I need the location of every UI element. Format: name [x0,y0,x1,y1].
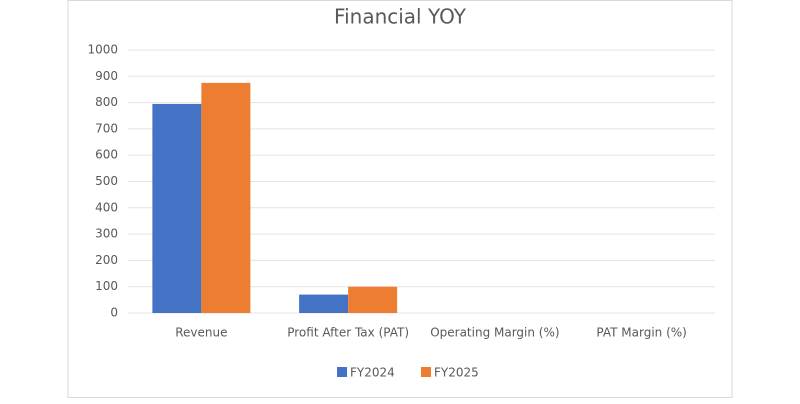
bar [348,286,398,313]
legend-label: FY2025 [434,366,479,380]
legend-label: FY2024 [350,366,395,380]
x-tick-label: Operating Margin (%) [430,326,559,340]
y-tick-label: 100 [95,279,118,293]
x-tick-label: Revenue [175,326,227,340]
y-tick-label: 900 [95,69,118,83]
bar [299,294,349,313]
y-tick-label: 600 [95,148,118,162]
y-tick-label: 300 [95,227,118,241]
legend-swatch [337,367,347,377]
y-tick-label: 0 [110,306,118,320]
y-tick-label: 700 [95,121,118,135]
y-tick-label: 400 [95,200,118,214]
bar [152,103,202,313]
legend-swatch [421,367,431,377]
y-tick-label: 200 [95,253,118,267]
y-tick-label: 1000 [87,43,118,57]
y-tick-label: 500 [95,174,118,188]
x-tick-label: PAT Margin (%) [596,326,686,340]
chart-title: Financial YOY [334,5,467,29]
bar [201,82,251,313]
y-tick-label: 800 [95,95,118,109]
x-tick-label: Profit After Tax (PAT) [287,326,409,340]
